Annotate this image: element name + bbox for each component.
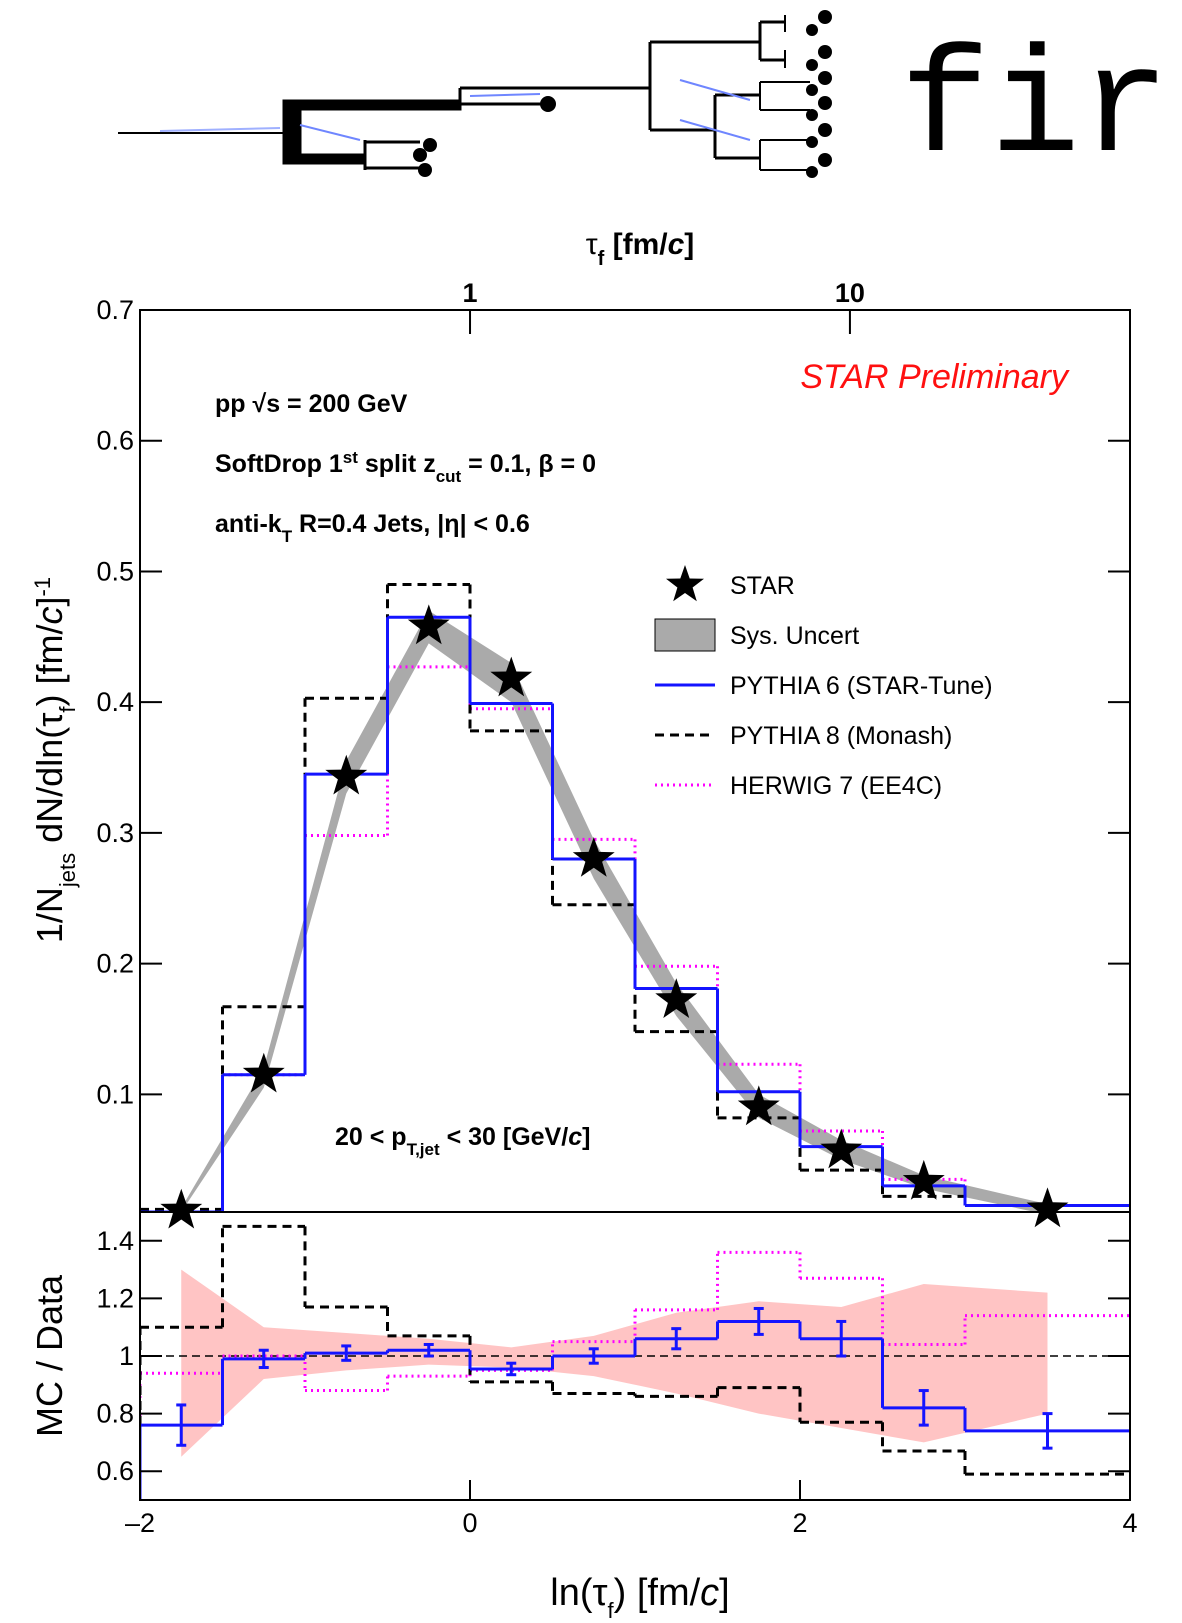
annotation: anti-kT R=0.4 Jets, |η| < 0.6 <box>215 510 530 546</box>
legend-label: Sys. Uncert <box>730 622 859 650</box>
preliminary-label: STAR Preliminary <box>800 358 1070 396</box>
x-tick-label: –2 <box>125 1508 155 1538</box>
data-point <box>242 1052 285 1093</box>
y-axis-label: 1/Njets dN/dln(τf) [fm/c]-1 <box>29 577 80 943</box>
uncertainty-band <box>181 1269 1048 1457</box>
x2-axis-label: τf [fm/c] <box>586 228 695 270</box>
x2-tick-label: 1 <box>463 278 478 308</box>
y-tick-label: 0.2 <box>96 949 134 979</box>
annotation: 20 < pT,jet < 30 [GeV/c] <box>335 1123 590 1159</box>
y-tick-label: 0.3 <box>96 818 134 848</box>
frame <box>139 309 1131 1213</box>
plot-area <box>140 1224 1130 1500</box>
x-tick-label: 0 <box>462 1508 477 1538</box>
data-point <box>820 1128 863 1169</box>
data-point <box>407 604 450 645</box>
y-tick-label: 0.6 <box>96 426 134 456</box>
data-point <box>160 1188 203 1229</box>
y-tick-label: 0.7 <box>96 295 134 325</box>
data-point <box>902 1159 945 1200</box>
y-tick-label: 1 <box>119 1341 134 1371</box>
y-tick-label: 0.1 <box>96 1079 134 1109</box>
x-tick-label: 2 <box>792 1508 807 1538</box>
y-tick-label: 1.2 <box>96 1283 134 1313</box>
header-text: fir <box>900 26 1170 196</box>
y-tick-label: 0.8 <box>96 1399 134 1429</box>
y-tick-label: 0.5 <box>96 556 134 586</box>
y-tick-label: 0.6 <box>96 1456 134 1486</box>
legend-label: STAR <box>730 572 795 600</box>
x-tick-label: 4 <box>1122 1508 1137 1538</box>
annotation: SoftDrop 1st split zcut = 0.1, β = 0 <box>215 448 596 486</box>
data-point <box>490 656 533 697</box>
x-axis-label: ln(τf) [fm/c] <box>550 1572 729 1623</box>
plot-area <box>140 583 1130 1212</box>
annotation: pp √s = 200 GeV <box>215 390 408 418</box>
x2-tick-label: 10 <box>835 278 865 308</box>
data-point <box>325 754 368 795</box>
data-point <box>655 978 698 1018</box>
legend-label: HERWIG 7 (EE4C) <box>730 772 942 800</box>
tree-diagram <box>118 10 832 178</box>
ratio-y-axis-label: MC / Data <box>29 1274 70 1437</box>
y-tick-label: 0.4 <box>96 687 134 717</box>
legend-swatch <box>654 618 716 652</box>
legend-label: PYTHIA 8 (Monash) <box>730 722 952 750</box>
data-point <box>572 837 615 877</box>
uncertainty-band <box>181 610 1048 1212</box>
legend-marker <box>666 565 704 602</box>
y-tick-label: 1.4 <box>96 1226 134 1256</box>
data-point <box>1026 1187 1069 1228</box>
legend-label: PYTHIA 6 (STAR-Tune) <box>730 672 993 700</box>
data-point <box>737 1085 780 1126</box>
